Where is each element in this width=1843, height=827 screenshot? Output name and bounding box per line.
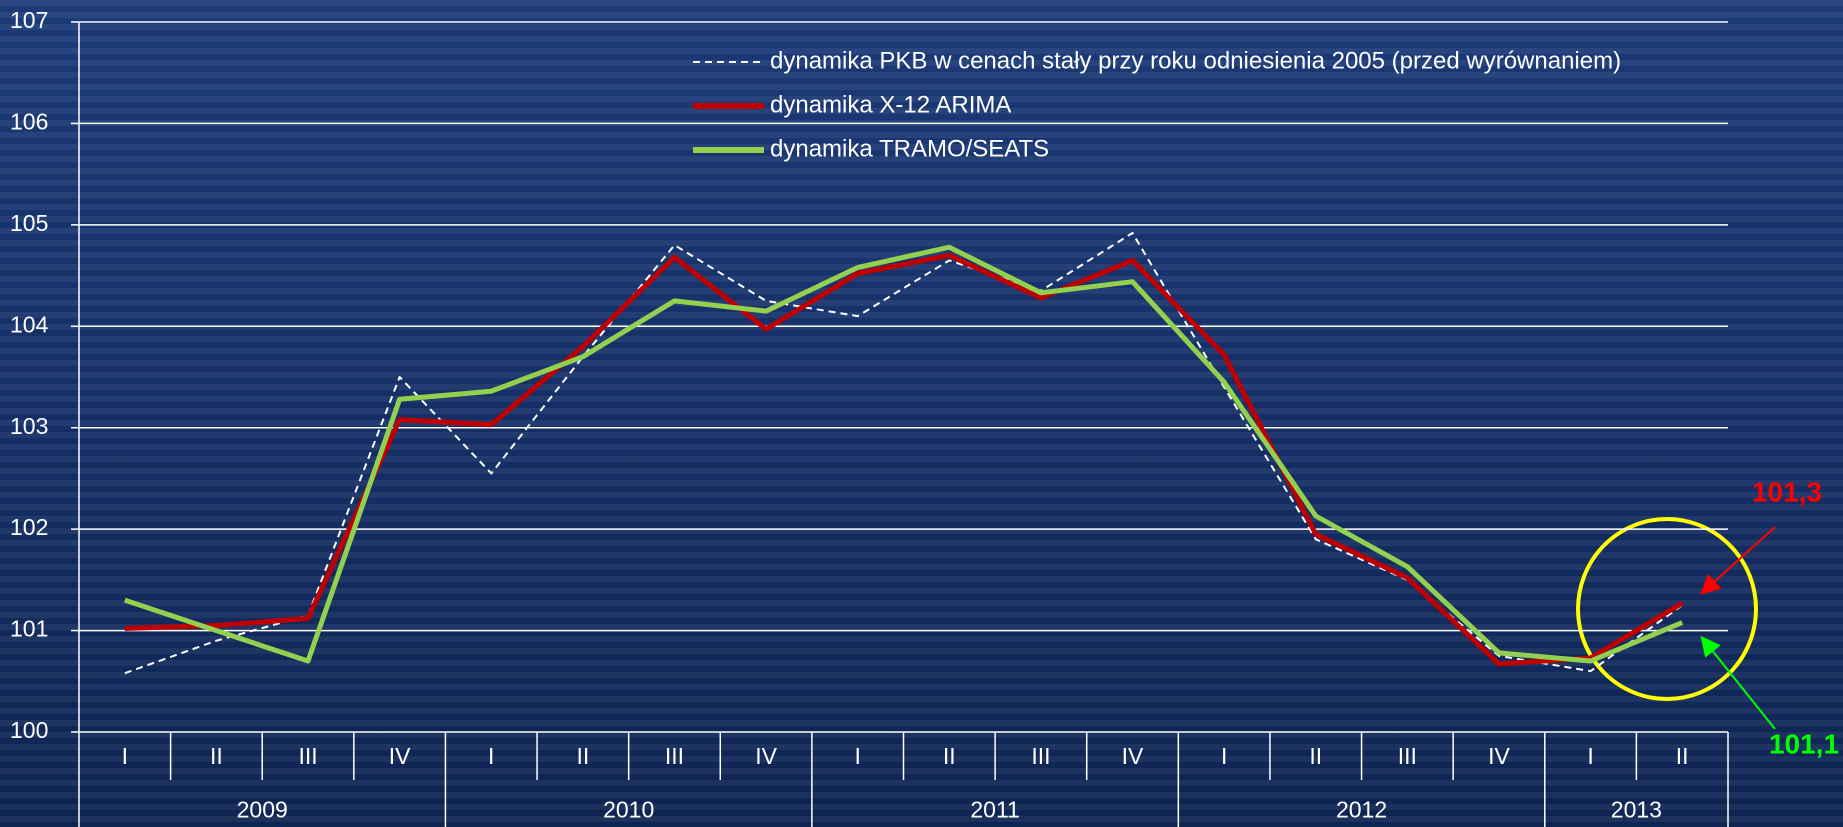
x-tick-label: II: [1309, 743, 1322, 769]
x-tick-label: II: [1676, 743, 1689, 769]
x-tick-label: IV: [389, 743, 411, 769]
x-tick-label: I: [854, 743, 860, 769]
y-tick-label: 100: [10, 717, 48, 743]
y-tick-label: 101: [10, 616, 48, 642]
y-tick-label: 104: [10, 311, 49, 337]
series-line: [124, 252, 1684, 667]
year-label: 2010: [603, 797, 654, 823]
x-tick-label: IV: [755, 743, 777, 769]
y-tick-label: 103: [10, 413, 48, 439]
y-tick-label: 105: [10, 210, 48, 236]
x-tick-label: II: [576, 743, 589, 769]
y-tick-label: 102: [10, 514, 48, 540]
year-label: 2012: [1336, 797, 1387, 823]
annotation: 101,1: [1769, 728, 1839, 759]
annotation-arrow: [1700, 635, 1776, 730]
x-tick-label: II: [943, 743, 956, 769]
x-tick-label: IV: [1488, 743, 1510, 769]
x-tick-label: III: [298, 743, 317, 769]
highlight-ellipse: [1576, 517, 1758, 701]
year-label: 2009: [237, 797, 288, 823]
annotation: 101,3: [1752, 476, 1822, 507]
x-tick-label: I: [488, 743, 494, 769]
series-line: [124, 244, 1684, 664]
y-tick-label: 106: [10, 109, 48, 135]
x-tick-label: III: [665, 743, 684, 769]
year-label: 2011: [970, 797, 1019, 823]
year-label: 2013: [1611, 797, 1662, 823]
legend-label: dynamika PKB w cenach stały przy roku od…: [770, 47, 1621, 74]
x-tick-label: IV: [1122, 743, 1144, 769]
x-tick-label: I: [1587, 743, 1593, 769]
x-tick-label: III: [1398, 743, 1417, 769]
y-tick-label: 107: [10, 7, 48, 33]
legend-label: dynamika X-12 ARIMA: [770, 91, 1011, 118]
legend-label: dynamika TRAMO/SEATS: [770, 135, 1049, 162]
x-tick-label: I: [122, 743, 128, 769]
x-tick-label: III: [1031, 743, 1050, 769]
x-tick-label: I: [1221, 743, 1227, 769]
annotation-arrow: [1700, 526, 1776, 595]
x-tick-label: II: [210, 743, 223, 769]
